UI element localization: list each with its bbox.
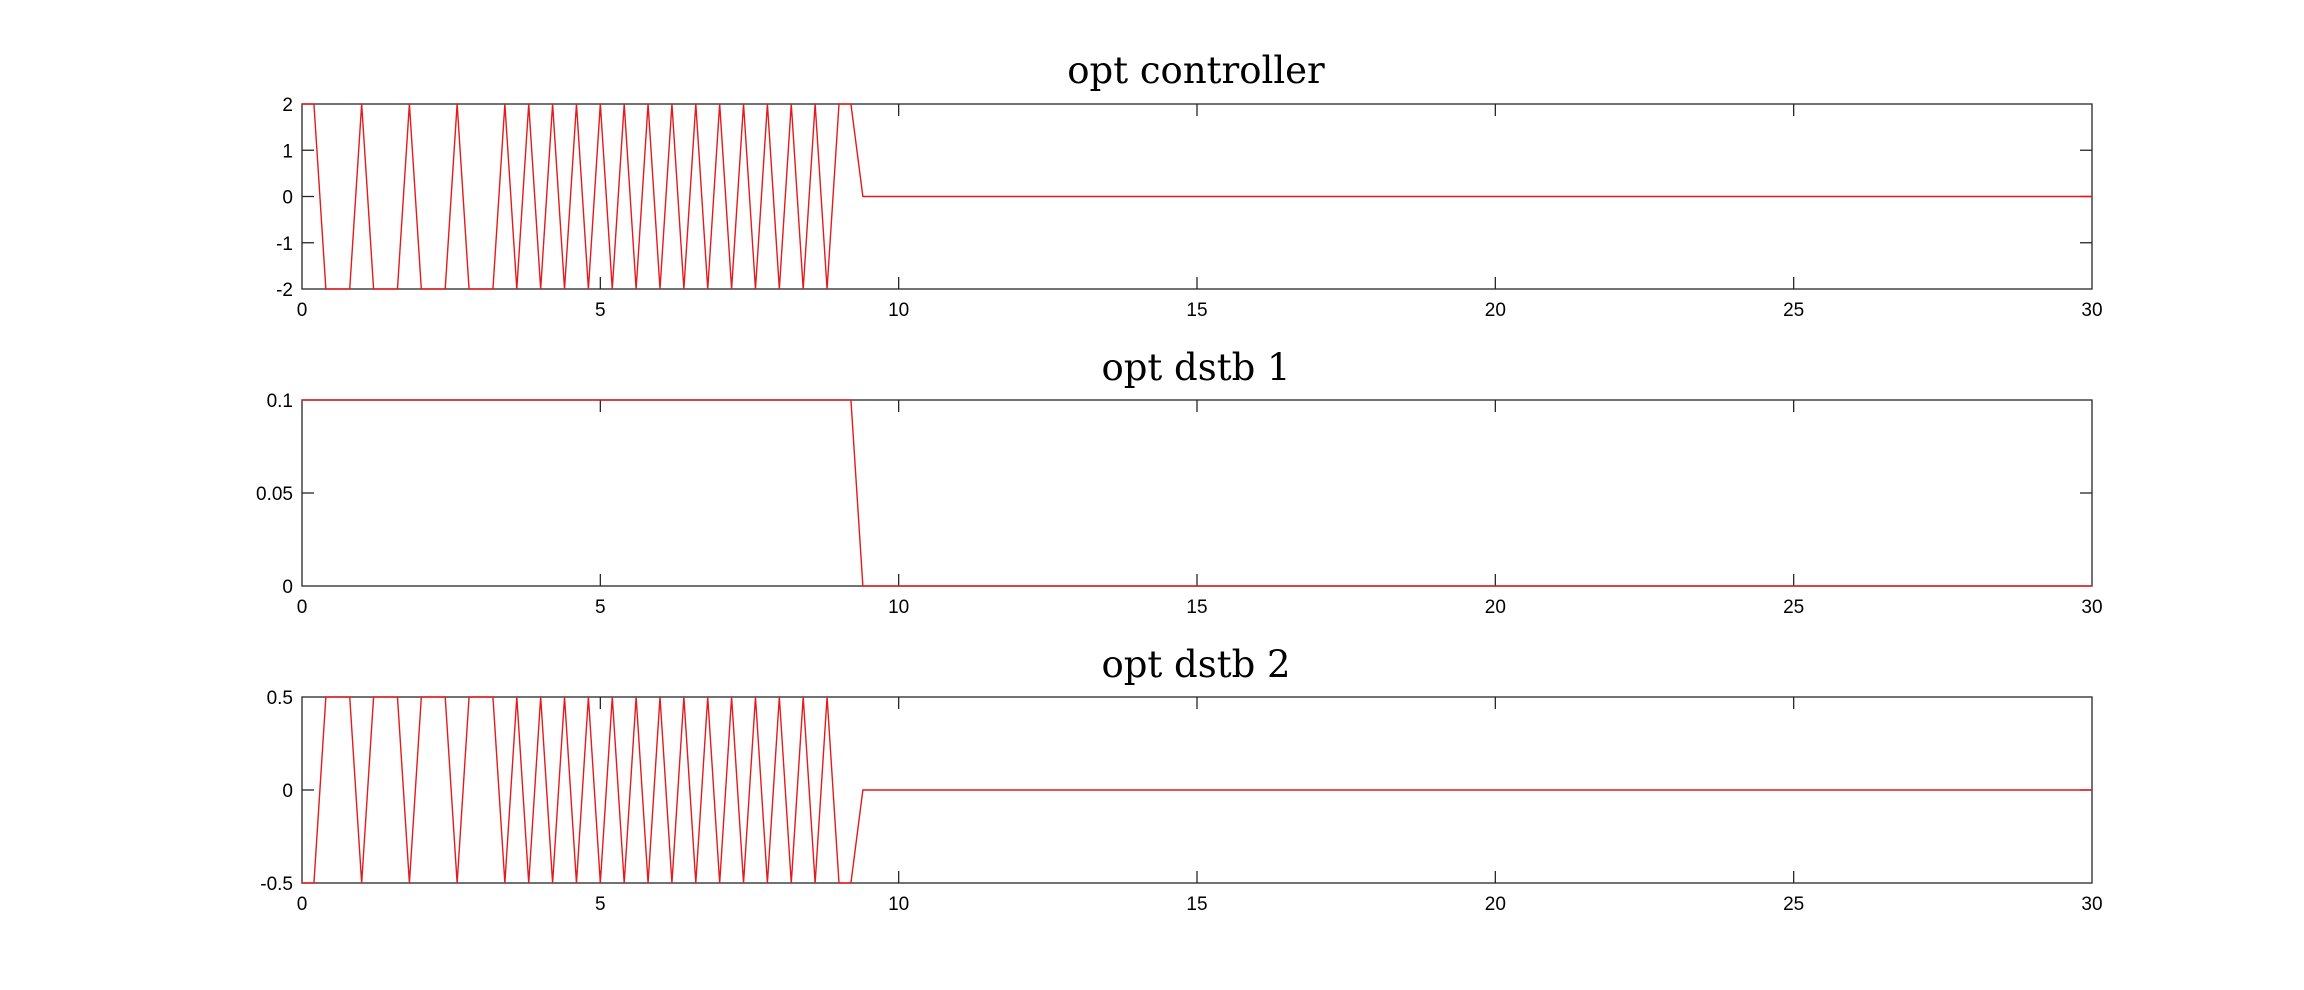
x-tick-label: 30 — [2081, 597, 2102, 618]
y-tick-label: -1 — [276, 234, 293, 255]
x-tick-label: 20 — [1485, 894, 1506, 915]
x-tick-label: 25 — [1783, 894, 1804, 915]
x-tick-label: 15 — [1186, 597, 1207, 618]
y-tick-label: 0.5 — [267, 688, 293, 709]
y-tick-label: -0.5 — [260, 874, 293, 895]
x-tick-label: 5 — [595, 894, 606, 915]
x-tick-label: 15 — [1186, 300, 1207, 321]
x-tick-label: 30 — [2081, 300, 2102, 321]
y-tick-label: 2 — [282, 95, 293, 116]
x-tick-label: 15 — [1186, 894, 1207, 915]
x-tick-label: 5 — [595, 300, 606, 321]
y-tick-label: -2 — [276, 280, 293, 301]
y-tick-label: 0.05 — [256, 484, 293, 505]
series-line — [302, 696, 2092, 884]
x-tick-label: 25 — [1783, 597, 1804, 618]
y-tick-label: 0 — [282, 781, 293, 802]
subplot-opt-controller: opt controller 0 5 10 15 20 25 30 -2 -1 0 1 2 — [276, 49, 2102, 321]
y-tick-label: 0 — [282, 577, 293, 598]
subplot-opt-dstb-1: opt dstb 1 0 5 10 15 20 25 30 0 0.05 0.1 — [256, 346, 2103, 618]
x-tick-label: 0 — [297, 300, 308, 321]
x-tick-label: 20 — [1485, 597, 1506, 618]
y-tick-label: 1 — [282, 141, 293, 162]
x-tick-label: 20 — [1485, 300, 1506, 321]
x-tick-label: 10 — [888, 300, 909, 321]
y-tick-label: 0.1 — [267, 391, 293, 412]
subplot-title: opt dstb 1 — [1101, 346, 1290, 389]
subplot-opt-dstb-2: opt dstb 2 0 5 10 15 20 25 30-0.500.5 — [260, 643, 2102, 915]
x-tick-label: 10 — [888, 894, 909, 915]
y-tick-label: 0 — [282, 188, 293, 209]
x-tick-label: 5 — [595, 597, 606, 618]
x-tick-label: 25 — [1783, 300, 1804, 321]
x-tick-label: 10 — [888, 597, 909, 618]
axes-frame — [301, 399, 2093, 587]
subplot-title: opt dstb 2 — [1101, 643, 1290, 686]
tick-group: 0 5 10 15 20 25 30 0 0.05 0.1 — [256, 391, 2103, 618]
x-tick-label: 30 — [2081, 894, 2102, 915]
x-tick-label: 0 — [297, 597, 308, 618]
x-tick-label: 0 — [297, 894, 308, 915]
series-line — [302, 103, 2092, 290]
subplot-title: opt controller — [1067, 49, 1325, 92]
series-line — [302, 399, 2092, 587]
